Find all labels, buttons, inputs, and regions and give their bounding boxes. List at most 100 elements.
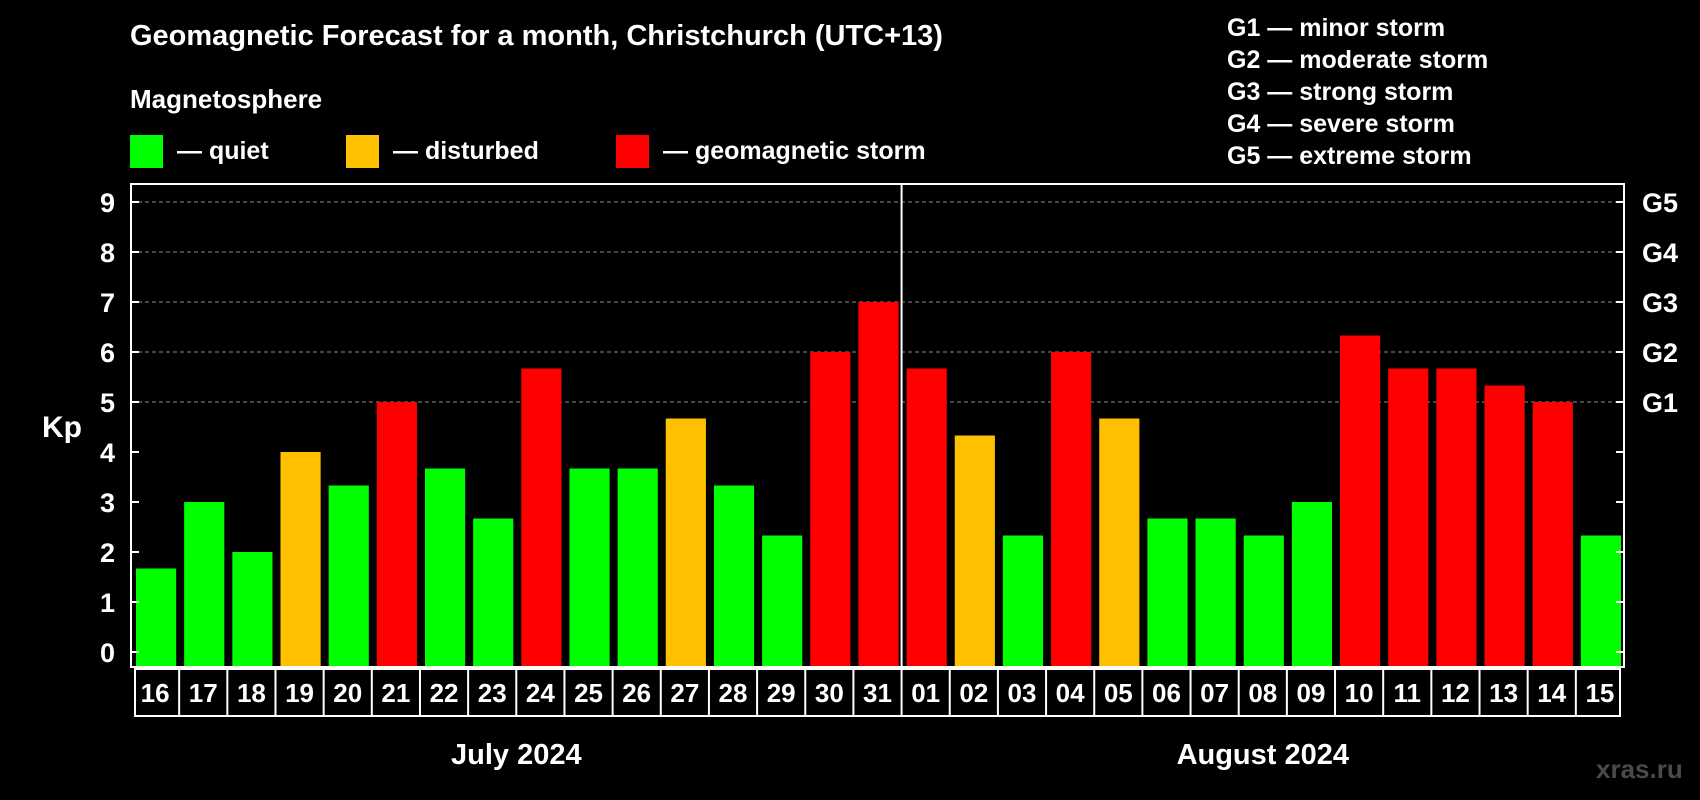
bar-29 (762, 535, 803, 666)
date-label-05: 05 (1104, 678, 1133, 708)
g-axis-label: G5 (1642, 188, 1678, 218)
date-label-24: 24 (526, 678, 555, 708)
date-label-11: 11 (1394, 678, 1422, 708)
legend-swatch-storm (616, 134, 649, 168)
date-label-04: 04 (1056, 678, 1085, 708)
g-scale-item: G2 — moderate storm (1227, 46, 1489, 74)
bar-22 (424, 468, 466, 666)
y-tick-label: 4 (100, 438, 115, 468)
bar-14 (1532, 402, 1573, 666)
plot-frame (130, 183, 1625, 668)
bar-30 (810, 352, 851, 666)
date-label-30: 30 (815, 678, 844, 708)
chart-title: Geomagnetic Forecast for a month, Christ… (130, 20, 943, 52)
y-axis-label: Kp (42, 411, 82, 444)
date-label-29: 29 (767, 678, 796, 708)
y-tick-label: 2 (100, 538, 115, 568)
bar-09 (1291, 502, 1333, 666)
date-label-08: 08 (1248, 678, 1277, 708)
bar-13 (1484, 385, 1525, 666)
bar-19 (280, 452, 321, 666)
legend-label-disturbed: — disturbed (393, 136, 539, 165)
g-scale-item: G4 — severe storm (1227, 110, 1455, 138)
legend-subtitle: Magnetosphere (130, 84, 323, 114)
date-strip (134, 668, 1621, 717)
date-label-13: 13 (1489, 678, 1518, 708)
g-scale-list: G1 — minor storm G2 — moderate storm G3 … (1227, 12, 1488, 172)
y-tick-label: 9 (100, 188, 115, 218)
legend-label-storm: — geomagnetic storm (663, 136, 926, 165)
date-label-12: 12 (1441, 678, 1470, 708)
y-tick-label: 1 (100, 588, 115, 618)
bar-27 (665, 418, 706, 666)
bar-18 (232, 552, 273, 666)
bar-20 (328, 485, 369, 666)
y-tick-label: 0 (100, 638, 115, 668)
legend-item-quiet: — quiet (130, 134, 269, 168)
date-label-14: 14 (1537, 678, 1566, 708)
y-tick-label: 8 (100, 238, 115, 268)
g-scale-item: G3 — strong storm (1227, 78, 1454, 106)
month-label: July 2024 (451, 739, 582, 771)
date-label-02: 02 (959, 678, 988, 708)
g-scale-item: G5 — extreme storm (1227, 142, 1472, 170)
date-label-26: 26 (622, 678, 651, 708)
bar-01 (906, 368, 947, 666)
date-label-03: 03 (1008, 678, 1037, 708)
bar-17 (184, 502, 225, 666)
y-tick-label: 7 (100, 288, 115, 318)
date-label-06: 06 (1152, 678, 1181, 708)
date-label-23: 23 (478, 678, 507, 708)
date-label-18: 18 (237, 678, 266, 708)
date-label-15: 15 (1585, 678, 1614, 708)
bar-26 (617, 468, 658, 666)
bar-31 (858, 302, 899, 666)
date-label-22: 22 (430, 678, 459, 708)
y-tick-label: 6 (100, 338, 115, 368)
date-label-17: 17 (189, 678, 218, 708)
date-label-07: 07 (1200, 678, 1229, 708)
g-scale-item: G1 — minor storm (1227, 14, 1446, 42)
date-label-10: 10 (1345, 678, 1374, 708)
bar-25 (569, 468, 610, 666)
bar-03 (1002, 535, 1044, 666)
bar-02 (954, 435, 995, 666)
bar-24 (521, 368, 562, 666)
legend-swatch-disturbed (346, 134, 379, 168)
legend-label-quiet: — quiet (177, 136, 269, 165)
bar-06 (1147, 518, 1188, 666)
month-label: August 2024 (1177, 739, 1349, 771)
bar-21 (376, 402, 417, 666)
bar-04 (1051, 352, 1092, 666)
bar-07 (1195, 518, 1236, 666)
date-label-31: 31 (863, 678, 892, 708)
date-label-27: 27 (670, 678, 699, 708)
date-label-25: 25 (574, 678, 603, 708)
g-axis-label: G1 (1642, 388, 1678, 418)
watermark: xras.ru (1596, 754, 1683, 784)
date-label-16: 16 (141, 678, 170, 708)
legend-item-storm: — geomagnetic storm (616, 134, 926, 168)
y-tick-label: 3 (100, 488, 115, 518)
bar-28 (713, 485, 755, 666)
g-axis-label: G2 (1642, 338, 1678, 368)
bar-05 (1099, 418, 1140, 666)
legend-swatch-quiet (130, 134, 163, 168)
bar-11 (1388, 368, 1429, 666)
date-label-21: 21 (381, 678, 410, 708)
bar-15 (1580, 535, 1621, 666)
legend-item-disturbed: — disturbed (346, 134, 539, 168)
g-axis-label: G3 (1642, 288, 1678, 318)
date-label-20: 20 (333, 678, 362, 708)
g-axis-label: G4 (1642, 238, 1678, 268)
bar-16 (136, 568, 177, 666)
bar-10 (1340, 335, 1381, 666)
y-tick-label: 5 (100, 388, 115, 418)
date-label-01: 01 (911, 678, 940, 708)
date-label-09: 09 (1296, 678, 1325, 708)
bar-08 (1243, 535, 1284, 666)
bar-12 (1436, 368, 1477, 666)
bar-23 (473, 518, 514, 666)
date-label-28: 28 (719, 678, 748, 708)
